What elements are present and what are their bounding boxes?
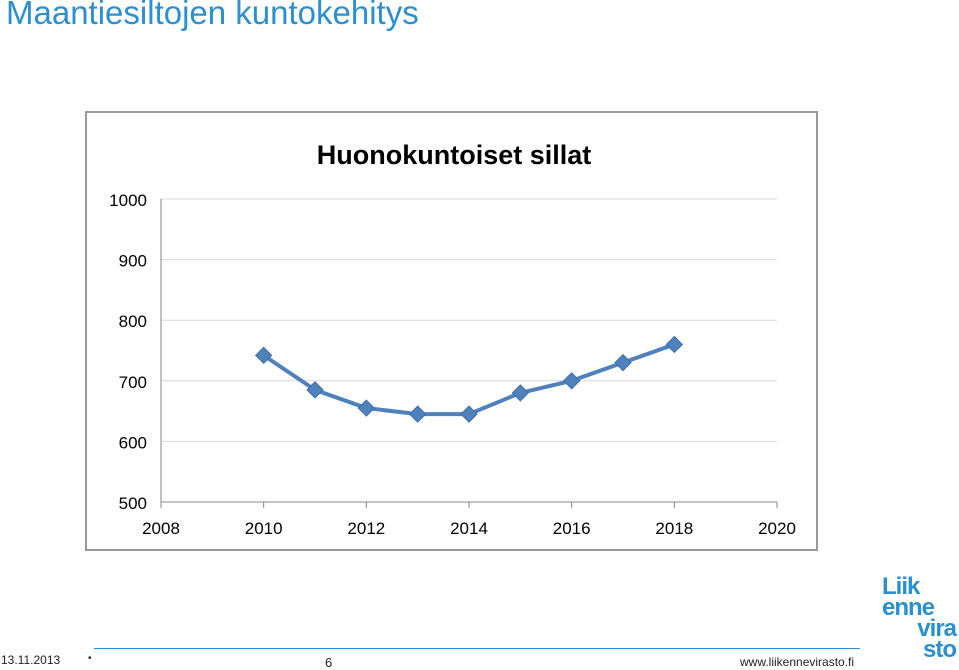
x-tick-label: 2008	[142, 519, 180, 538]
slide-title: Maantiesiltojen kuntokehitys	[6, 0, 419, 31]
y-tick-label: 800	[119, 312, 147, 331]
x-tick-label: 2010	[245, 519, 283, 538]
x-tick-label: 2014	[450, 519, 488, 538]
x-tick-label: 2012	[347, 519, 385, 538]
data-point-marker	[357, 399, 376, 417]
data-point-marker	[665, 335, 684, 354]
page-number: 6	[325, 655, 333, 670]
logo-line: sto	[923, 636, 957, 663]
series-line	[261, 342, 677, 417]
footer-url: www.liikennevirasto.fi	[740, 655, 855, 669]
liikennevirasto-logo: Liik enne vira sto	[882, 573, 958, 663]
data-point-marker	[511, 384, 530, 402]
logo-line: vira	[917, 615, 957, 642]
footer-bullet: •	[88, 653, 92, 664]
logo-line: enne	[882, 594, 935, 621]
series-layer	[254, 335, 684, 423]
y-tick-label: 700	[119, 373, 147, 392]
y-tick-label: 500	[119, 494, 147, 513]
data-point-marker	[460, 405, 478, 423]
logo-line: Liik	[882, 573, 920, 600]
x-tick-label: 2016	[553, 519, 591, 538]
axis-layer: 500 600 700 800 900 1000 2008 2010 2012 2014 2016 2…	[109, 191, 796, 538]
chart-frame: Huonokuntoiset sillat 500 600 700 800 900 100…	[85, 111, 818, 551]
data-point-marker	[254, 346, 273, 365]
x-tick-label: 2020	[758, 519, 796, 538]
chart-svg: Huonokuntoiset sillat 500 600 700 800 900 100…	[109, 140, 796, 538]
data-point-marker	[408, 405, 427, 423]
y-tick-label: 600	[119, 433, 147, 452]
footer-date: 13.11.2013	[1, 653, 61, 667]
y-tick-label: 900	[119, 252, 147, 271]
y-tick-label: 1000	[109, 191, 147, 210]
data-point-marker	[306, 381, 324, 399]
data-point-marker	[562, 372, 581, 390]
footer-divider	[94, 648, 860, 649]
grid-layer	[161, 198, 777, 442]
chart-title: Huonokuntoiset sillat	[317, 140, 592, 170]
x-tick-label: 2018	[655, 519, 693, 538]
data-point-marker	[614, 353, 632, 372]
